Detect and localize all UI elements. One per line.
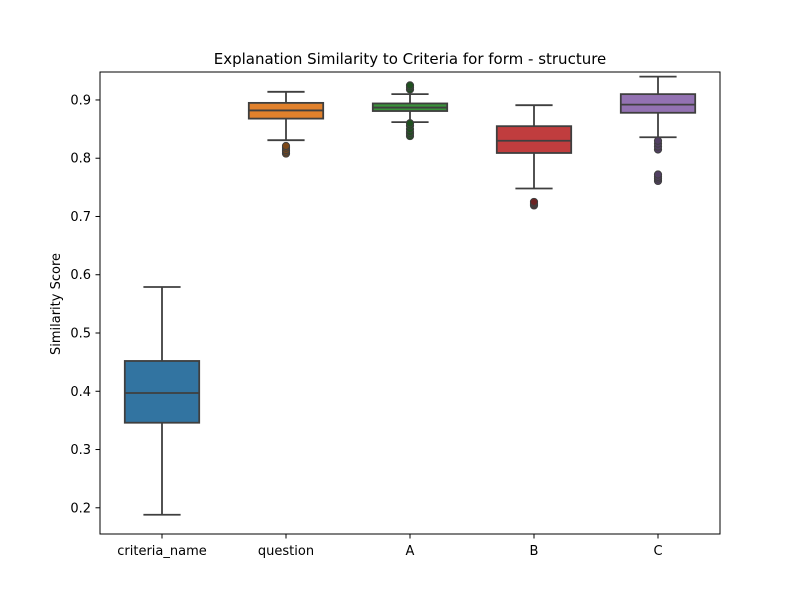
x-tick-label-b: B bbox=[530, 544, 539, 559]
box-group-question bbox=[247, 90, 325, 158]
y-tick-label: 0.4 bbox=[70, 385, 91, 400]
box-group-c bbox=[619, 75, 697, 186]
outlier-point-a bbox=[405, 81, 415, 90]
outlier-point-c bbox=[653, 136, 663, 145]
outlier-point-b bbox=[529, 197, 539, 207]
x-tick-label-a: A bbox=[406, 544, 415, 559]
outlier-point-question bbox=[281, 141, 291, 151]
iqr-box-b bbox=[495, 125, 573, 154]
y-tick-label: 0.7 bbox=[70, 210, 91, 225]
x-tick-label-criteria-name: criteria_name bbox=[117, 544, 207, 559]
y-tick-label: 0.9 bbox=[70, 93, 91, 108]
box-group-a bbox=[371, 81, 449, 141]
boxes-layer bbox=[123, 75, 697, 516]
y-axis-label: Similarity Score bbox=[49, 253, 64, 355]
x-tick-label-c: C bbox=[653, 544, 662, 559]
x-tick-label-question: question bbox=[258, 544, 314, 559]
y-tick-label: 0.6 bbox=[70, 268, 91, 283]
chart-title: Explanation Similarity to Criteria for f… bbox=[214, 50, 607, 68]
iqr-box-criteria-name bbox=[123, 360, 201, 424]
y-tick-label: 0.5 bbox=[70, 327, 91, 342]
iqr-box-c bbox=[619, 93, 697, 114]
box-group-b bbox=[495, 104, 573, 210]
axes-layer: criteria_name question A B C 0.2 0.3 0.4 0.5 0.6 0… bbox=[70, 93, 662, 559]
box-group-criteria-name bbox=[123, 286, 201, 516]
y-tick-label: 0.3 bbox=[70, 443, 91, 458]
plot-area-frame bbox=[99, 71, 721, 535]
y-tick-label: 0.2 bbox=[70, 501, 91, 516]
outlier-point-a bbox=[405, 119, 415, 128]
outlier-point-c bbox=[653, 170, 663, 179]
y-tick-label: 0.8 bbox=[70, 152, 91, 167]
